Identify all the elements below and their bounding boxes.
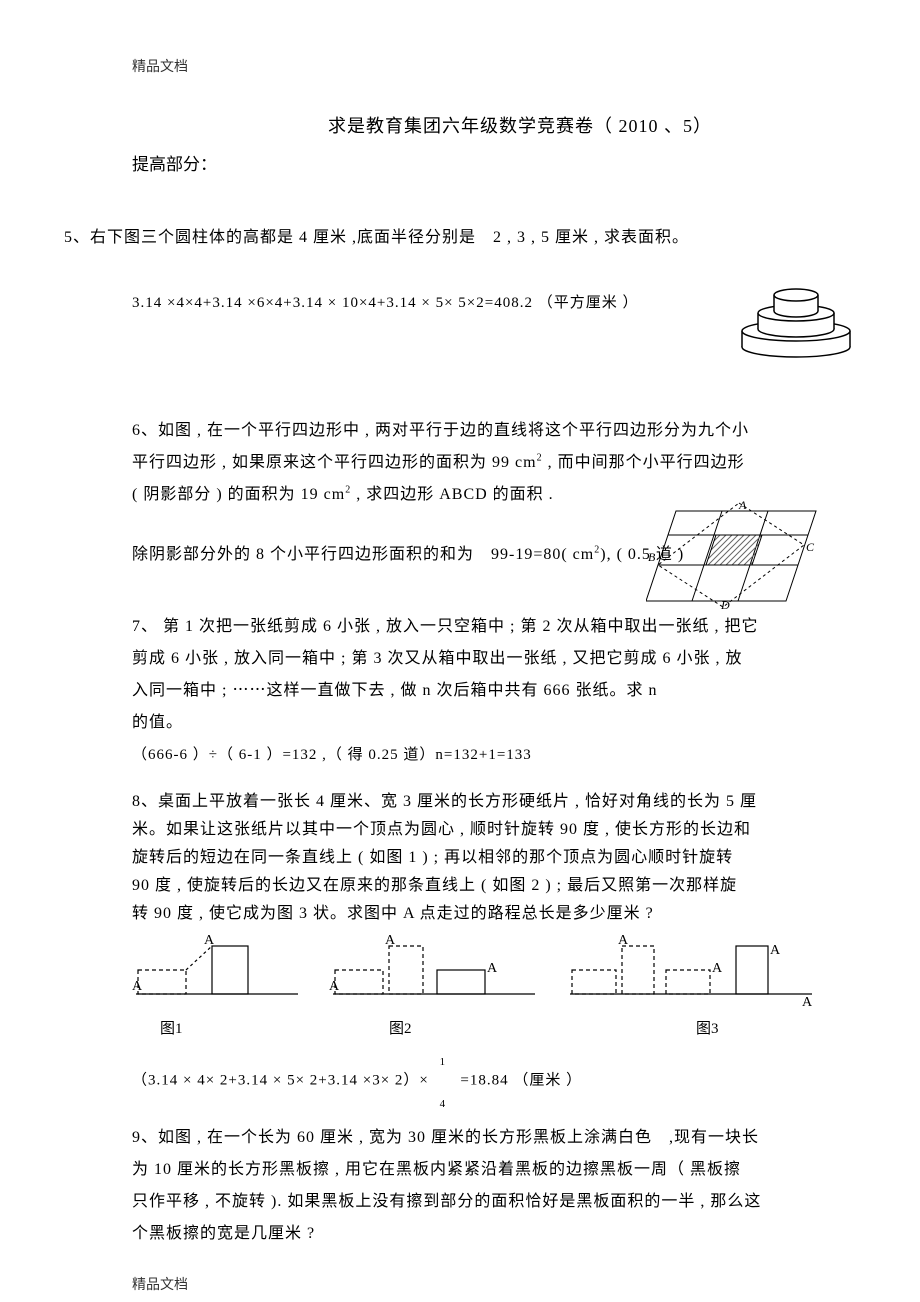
q8-block: 8、桌面上平放着一张长 4 厘米、宽 3 厘米的长方形硬纸片 , 恰好对角线的长… — [132, 788, 856, 1102]
label-A: A — [618, 933, 629, 948]
label-A: A — [132, 979, 143, 994]
q9-p4: 个黑板擦的宽是几厘米 ? — [132, 1218, 856, 1250]
q6-p2: 平行四边形 , 如果原来这个平行四边形的面积为 99 cm2 , 而中间那个小平… — [132, 447, 856, 479]
frac-bot: 4 — [440, 1098, 447, 1110]
q8-p5: 转 90 度 , 使它成为图 3 状。求图中 A 点走过的路程总长是多少厘米 ? — [132, 900, 856, 928]
label-A: A — [204, 933, 215, 948]
q5-answer-row: 3.14 ×4×4+3.14 ×6×4+3.14 × 10×4+3.14 × 5… — [132, 281, 856, 365]
label-D: D — [720, 598, 730, 611]
q7-p2: 剪成 6 小张 , 放入同一箱中 ; 第 3 次又从箱中取出一张纸 , 又把它剪… — [132, 643, 856, 675]
q8-p2: 米。如果让这张纸片以其中一个顶点为圆心 , 顺时针旋转 90 度 , 使长方形的… — [132, 816, 856, 844]
q7-p3: 入同一箱中 ; ⋯⋯这样一直做下去 , 做 n 次后箱中共有 666 张纸。求 … — [132, 675, 856, 707]
page-title: 求是教育集团六年级数学竞赛卷（ 2010 、5） — [184, 112, 856, 138]
q8-fig2: A A A 图2 — [329, 932, 539, 1038]
label-A: A — [738, 501, 747, 512]
q8-fig3: A A A A 图3 — [566, 932, 816, 1038]
q7-answer: （666-6 ）÷（ 6-1 ）=132 ,（ 得 0.25 道）n=132+1… — [132, 743, 856, 764]
q7-block: 7、 第 1 次把一张纸剪成 6 小张 , 放入一只空箱中 ; 第 2 次从箱中… — [132, 611, 856, 764]
q8-ans-post: =18.84 （厘米 ） — [460, 1072, 582, 1088]
q6-p3a: ( 阴影部分 ) 的面积为 19 cm — [132, 486, 345, 503]
q6-ans-a: 除阴影部分外的 8 个小平行四边形面积的和为 99-19=80( cm — [132, 546, 594, 563]
q8-p4: 90 度 , 使旋转后的长边又在原来的那条直线上 ( 如图 2 ) ; 最后又照… — [132, 872, 856, 900]
q7-p1: 7、 第 1 次把一张纸剪成 6 小张 , 放入一只空箱中 ; 第 2 次从箱中… — [132, 611, 856, 643]
q6-p2a: 平行四边形 , 如果原来这个平行四边形的面积为 99 cm — [132, 454, 537, 471]
label-A: A — [802, 995, 813, 1010]
q8-answer: （3.14 × 4× 2+3.14 × 5× 2+3.14 ×3× 2）× 1 … — [132, 1066, 856, 1102]
q9-p3: 只作平移 , 不旋转 ). 如果黑板上没有擦到部分的面积恰好是黑板面积的一半 ,… — [132, 1186, 856, 1218]
subtitle: 提高部分： — [132, 150, 856, 175]
q9-p1: 9、如图 , 在一个长为 60 厘米 , 宽为 30 厘米的长方形黑板上涂满白色… — [132, 1122, 856, 1154]
q6-p2b: , 而中间那个小平行四边形 — [543, 454, 745, 471]
label-A: A — [487, 961, 498, 976]
q7-p4: 的值。 — [132, 707, 856, 739]
fig1-label: 图1 — [160, 1017, 302, 1038]
q8-figures-row: A A 图1 A A A 图2 — [132, 932, 856, 1038]
label-A: A — [385, 933, 396, 948]
frac-top: 1 — [440, 1056, 447, 1068]
label-B: B — [648, 550, 656, 564]
q9-block: 9、如图 , 在一个长为 60 厘米 , 宽为 30 厘米的长方形黑板上涂满白色… — [132, 1122, 856, 1250]
stacked-cylinders-icon — [736, 269, 856, 365]
label-A: A — [770, 943, 781, 958]
q6-p3b: , 求四边形 ABCD 的面积 . — [351, 486, 553, 503]
q6-p1: 6、如图 , 在一个平行四边形中 , 两对平行于边的直线将这个平行四边形分为九个… — [132, 415, 856, 447]
footer-watermark: 精品文档 — [132, 1274, 856, 1294]
q8-ans-pre: （3.14 × 4× 2+3.14 × 5× 2+3.14 ×3× 2）× — [132, 1072, 429, 1088]
fig3-label: 图3 — [696, 1017, 816, 1038]
parallelogram-diagram: A C D B — [646, 501, 826, 611]
q8-p3: 旋转后的短边在同一条直线上 ( 如图 1 ) ; 再以相邻的那个顶点为圆心顺时针… — [132, 844, 856, 872]
header-watermark: 精品文档 — [132, 56, 856, 76]
label-A: A — [329, 979, 340, 994]
q5-answer: 3.14 ×4×4+3.14 ×6×4+3.14 × 10×4+3.14 × 5… — [132, 281, 726, 312]
fraction-icon: 1 4 — [438, 1066, 452, 1096]
label-A: A — [712, 961, 723, 976]
q5-text: 5、右下图三个圆柱体的高都是 4 厘米 ,底面半径分别是 2 , 3 , 5 厘… — [64, 223, 856, 247]
q6-block: 6、如图 , 在一个平行四边形中 , 两对平行于边的直线将这个平行四边形分为九个… — [132, 415, 856, 571]
q9-p2: 为 10 厘米的长方形黑板擦 , 用它在黑板内紧紧沿着黑板的边擦黑板一周（ 黑板… — [132, 1154, 856, 1186]
fig2-label: 图2 — [389, 1017, 539, 1038]
q8-fig1: A A 图1 — [132, 932, 302, 1038]
q8-p1: 8、桌面上平放着一张长 4 厘米、宽 3 厘米的长方形硬纸片 , 恰好对角线的长… — [132, 788, 856, 816]
label-C: C — [806, 540, 815, 554]
